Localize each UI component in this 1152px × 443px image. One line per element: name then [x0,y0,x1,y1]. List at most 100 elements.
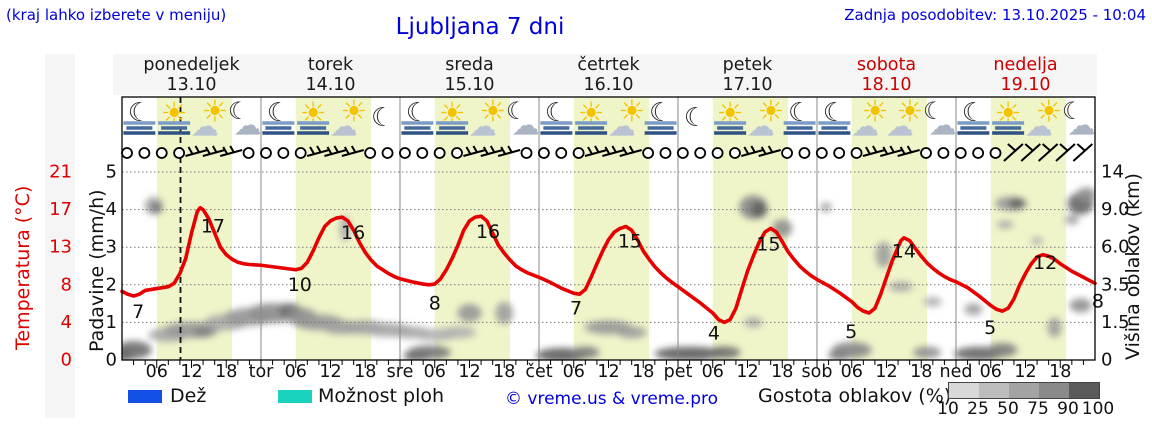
cloud-blob [831,341,872,358]
weather-icon-sun-fog: ☀ [992,97,1025,135]
svg-text:☀: ☀ [340,95,367,130]
wind-calm-icon [572,147,585,159]
hour-label: 12 [458,362,480,382]
wind-calm-icon [954,147,967,159]
cloud-blob [987,342,1018,357]
hour-label: 06 [702,362,724,382]
weather-icon-sun-fog: ☀ [714,97,747,135]
svg-text:☁: ☁ [747,110,775,143]
weather-icon-moon-fog: ☾ [540,98,573,135]
cloud-blob [1008,198,1025,209]
wind-barb-icon [219,145,243,157]
day-header-četrtek: četrtek 16.10 [577,55,640,95]
wind-calm-icon [138,147,151,159]
svg-text:☾: ☾ [228,97,250,125]
cloud-blob [571,346,600,359]
cloud-blob [1031,236,1044,245]
hour-label: 06 [146,362,168,382]
svg-text:☀: ☀ [862,95,889,130]
temp-extreme-label: 16 [476,221,500,243]
svg-text:☾: ☾ [267,98,290,128]
day-abbr-label: tor [249,362,275,382]
svg-text:☀: ☀ [300,97,327,132]
wind-calm-icon [520,147,533,159]
wind-calm-icon [781,147,793,159]
cloud-blob [1047,317,1062,338]
cloud-blob [708,346,741,359]
wind-barb-icon [897,145,920,157]
density-scale-segment [949,383,979,398]
wind-strong-icon [1020,143,1041,162]
temp-extreme-label: 7 [132,301,144,323]
weather-icon-sun-fog: ☀ [575,97,608,135]
tick-label-precipitation: 4 [106,199,117,220]
wind-barb-icon [185,145,208,157]
day-abbr-label: pet [664,362,693,382]
tick-label-cloud-height: 1.5 [1101,312,1130,333]
day-header-petek: petek 17.10 [722,55,773,95]
hour-label: 18 [354,362,376,382]
cloud-blob [744,317,763,328]
svg-text:☾: ☾ [1062,97,1084,125]
tick-label-temperature: 0 [61,350,72,371]
tick-label-precipitation: 1 [106,312,117,333]
cloud-blob [875,241,892,268]
weather-icon-moon-fog: ☾ [783,98,816,135]
day-abbr-label: čet [525,362,552,382]
tick-label-precipitation: 0 [106,350,117,371]
weather-icon-sun-fog: ☀ [436,97,469,135]
hour-label: 18 [1049,362,1071,382]
wind-barb-icon [463,145,486,157]
svg-text:☾: ☾ [506,97,528,125]
copyright-link[interactable]: © vreme.us & vreme.pro [505,389,719,409]
weather-icon-moon-fog: ☾ [262,98,295,135]
svg-text:☁: ☁ [929,109,957,142]
weather-icon-moon-cloud: ☾☁ [1062,97,1096,142]
wind-barb-icon [341,145,365,157]
svg-text:☀: ☀ [479,95,506,130]
hour-label: 18 [910,362,932,382]
wind-calm-icon [711,147,724,159]
wind-barb-icon [324,145,347,157]
tick-label-precipitation: 2 [106,274,117,295]
svg-text:☀: ☀ [201,95,228,130]
weather-icon-sun-cloud: ☀☁ [886,95,923,143]
day-header-nedelja: nedelja 19.10 [993,55,1058,95]
weather-icon-sun-cloud: ☀☁ [330,95,367,143]
wind-barb-icon [862,145,886,157]
tick-label-temperature: 13 [49,237,72,258]
svg-text:☀: ☀ [1035,95,1062,130]
hour-label: 18 [215,362,237,382]
wind-calm-icon [121,147,133,159]
temp-extreme-label: 16 [341,222,365,244]
wind-strong-icon [1055,143,1076,162]
svg-text:☾: ☾ [823,98,846,128]
svg-text:☁: ☁ [512,109,540,142]
svg-text:☁: ☁ [851,110,879,143]
tick-label-cloud-height: 3.5 [1101,274,1130,295]
temp-extreme-label: 15 [618,231,642,253]
density-tick-label: 25 [967,399,989,419]
cloud-blob [616,326,647,339]
density-tick-label: 75 [1027,399,1049,419]
tick-label-cloud-height: 9.0 [1101,199,1130,220]
temp-extreme-label: 5 [984,317,996,339]
hour-label: 12 [597,362,619,382]
svg-text:☁: ☁ [1025,110,1053,143]
svg-text:☁: ☁ [191,110,219,143]
weather-icon-sun-cloud: ☀☁ [1025,95,1062,143]
day-header-sreda: sreda 15.10 [444,55,495,95]
cloud-blob [1069,298,1092,313]
wind-calm-icon [642,147,654,159]
tick-label-cloud-height: 6.0 [1101,237,1130,258]
hour-label: 06 [841,362,863,382]
density-tick-label: 100 [1081,399,1115,419]
rain-legend-label: Dež [170,385,207,407]
hour-label: 18 [632,362,654,382]
hour-label: 12 [319,362,341,382]
density-scale-segment [1039,383,1069,398]
hour-label: 06 [285,362,307,382]
density-scale-segment [1009,383,1039,398]
weather-icon-moon: ☾ [371,103,394,133]
cloud-blob [122,340,152,359]
